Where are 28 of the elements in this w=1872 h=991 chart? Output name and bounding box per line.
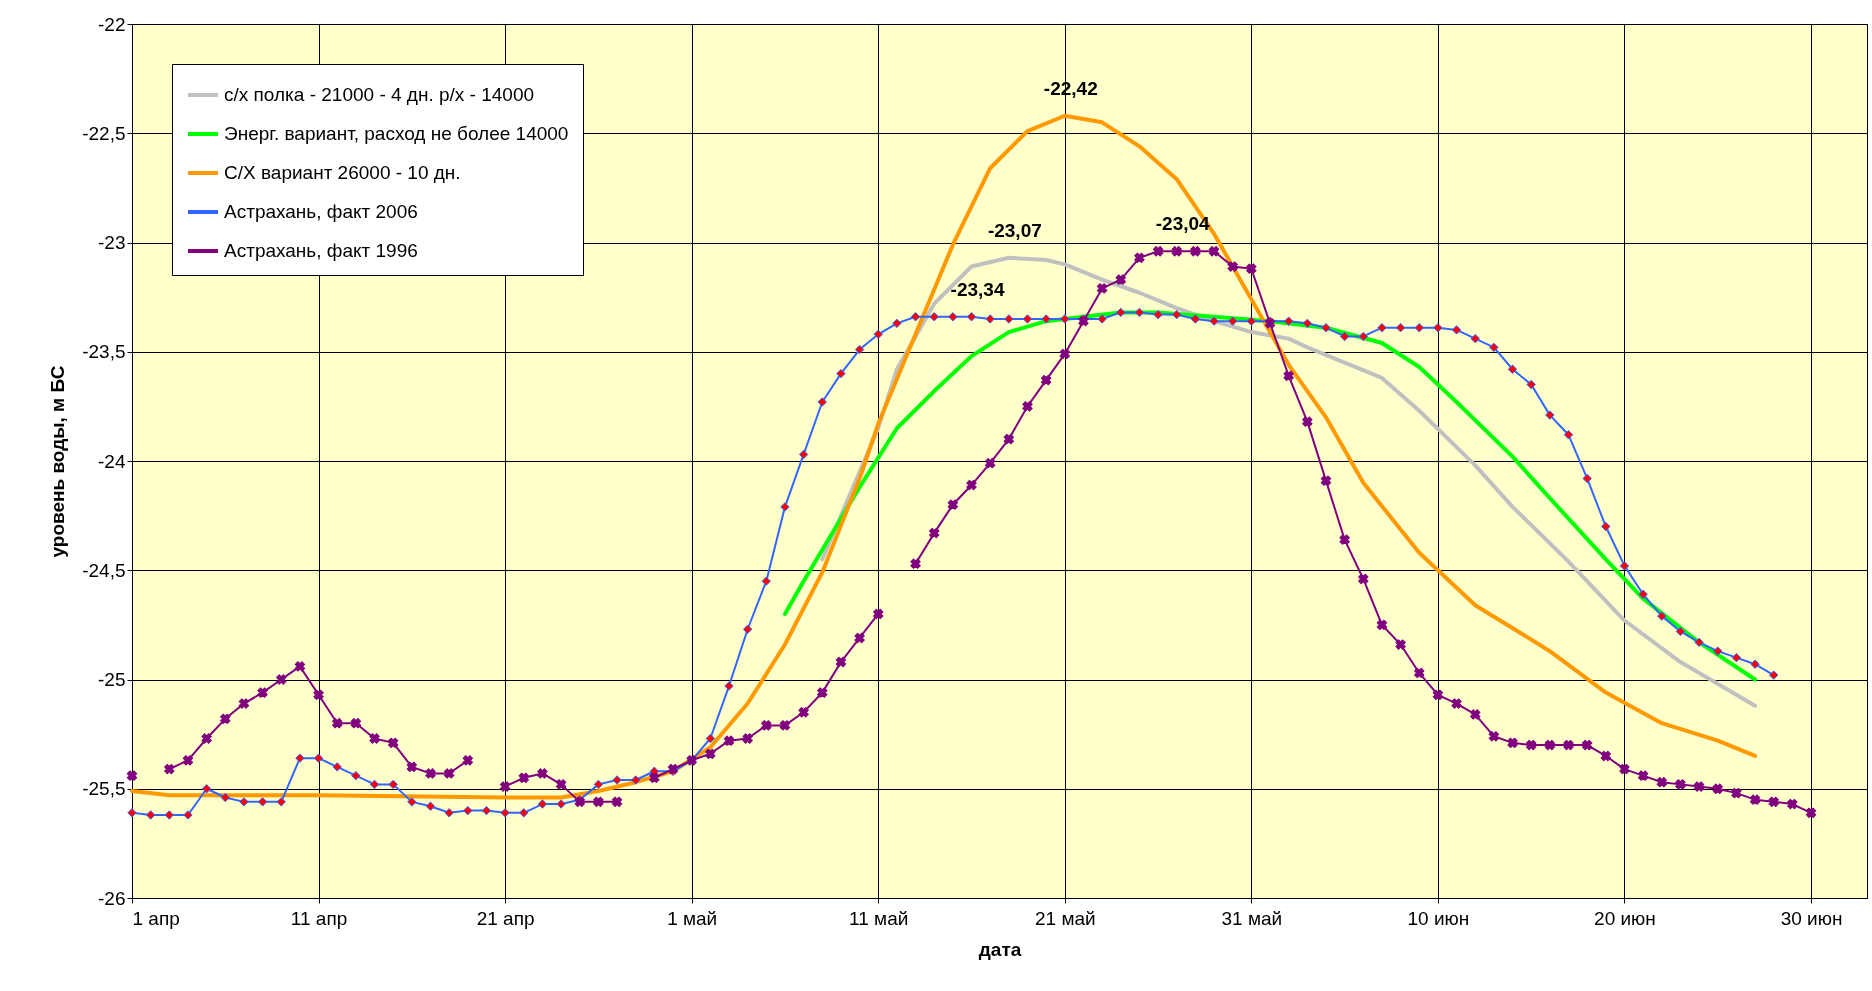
y-tick-label: -25 bbox=[98, 669, 126, 690]
y-tick-label: -24,5 bbox=[82, 559, 126, 581]
y-tick-label: -26 bbox=[98, 887, 126, 909]
x-tick-label: 20 июн bbox=[1594, 907, 1656, 929]
legend-label: Энерг. вариант, расход не более 14000 bbox=[224, 123, 569, 144]
legend-label: С/Х вариант 26000 - 10 дн. bbox=[224, 162, 461, 183]
legend-label: Астрахань, факт 2006 bbox=[224, 201, 418, 222]
x-tick-label: 21 апр bbox=[476, 907, 535, 929]
y-tick-label: -22,5 bbox=[82, 122, 126, 144]
x-tick-label: 1 апр bbox=[132, 907, 180, 929]
x-axis-title: дата bbox=[978, 938, 1022, 960]
x-tick-label: 31 май bbox=[1221, 907, 1283, 929]
y-axis-title: уровень воды, м БС bbox=[47, 365, 69, 558]
y-tick-label: -22 bbox=[98, 13, 126, 35]
x-tick-label: 30 июн bbox=[1780, 907, 1843, 929]
legend-label: с/х полка - 21000 - 4 дн. р/х - 14000 bbox=[224, 84, 535, 105]
y-tick-label: -25,5 bbox=[82, 778, 126, 800]
y-tick-label: -24 bbox=[98, 450, 126, 472]
x-tick-label: 11 май bbox=[849, 907, 909, 929]
x-tick-label: 21 май bbox=[1034, 907, 1096, 929]
x-tick-label: 10 июн bbox=[1407, 907, 1470, 929]
x-tick-label: 11 апр bbox=[290, 907, 348, 929]
y-tick-label: -23,5 bbox=[82, 341, 126, 363]
y-tick-label: -23 bbox=[98, 232, 126, 253]
legend-label: Астрахань, факт 1996 bbox=[224, 240, 418, 261]
annotation: -23,07 bbox=[987, 219, 1042, 241]
annotation: -23,34 bbox=[950, 278, 1005, 300]
x-tick-label: 1 май bbox=[667, 907, 718, 929]
